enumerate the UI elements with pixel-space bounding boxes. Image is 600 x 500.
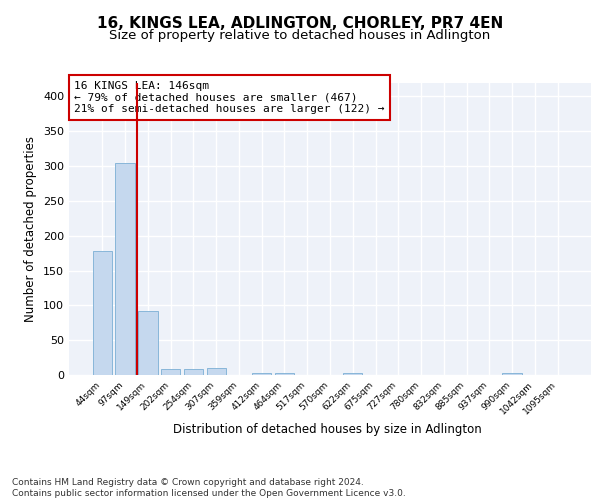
Bar xyxy=(343,373,362,375)
Text: Distribution of detached houses by size in Adlington: Distribution of detached houses by size … xyxy=(173,422,481,436)
Bar xyxy=(161,370,181,375)
Text: Size of property relative to detached houses in Adlington: Size of property relative to detached ho… xyxy=(109,29,491,42)
Bar xyxy=(93,251,112,375)
Bar xyxy=(184,370,203,375)
Bar xyxy=(115,162,135,375)
Y-axis label: Number of detached properties: Number of detached properties xyxy=(25,136,37,322)
Bar xyxy=(252,373,271,375)
Bar xyxy=(502,373,522,375)
Text: Contains HM Land Registry data © Crown copyright and database right 2024.
Contai: Contains HM Land Registry data © Crown c… xyxy=(12,478,406,498)
Bar xyxy=(206,368,226,375)
Text: 16, KINGS LEA, ADLINGTON, CHORLEY, PR7 4EN: 16, KINGS LEA, ADLINGTON, CHORLEY, PR7 4… xyxy=(97,16,503,31)
Text: 16 KINGS LEA: 146sqm
← 79% of detached houses are smaller (467)
21% of semi-deta: 16 KINGS LEA: 146sqm ← 79% of detached h… xyxy=(74,81,385,114)
Bar xyxy=(138,311,158,375)
Bar xyxy=(275,373,294,375)
